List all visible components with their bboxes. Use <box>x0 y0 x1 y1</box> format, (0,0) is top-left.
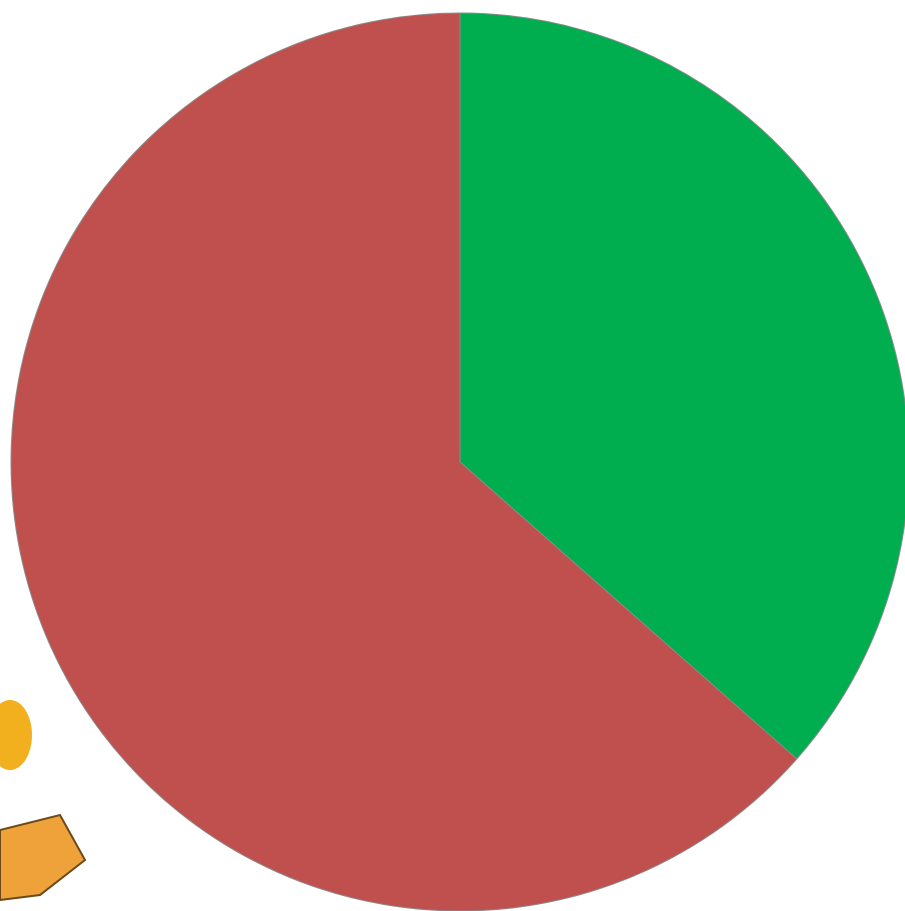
pie-slice <box>459 12 905 760</box>
cartoon-book <box>0 813 87 902</box>
cartoon-head <box>0 700 32 770</box>
pie-slice <box>10 12 798 911</box>
decoration <box>0 700 87 902</box>
